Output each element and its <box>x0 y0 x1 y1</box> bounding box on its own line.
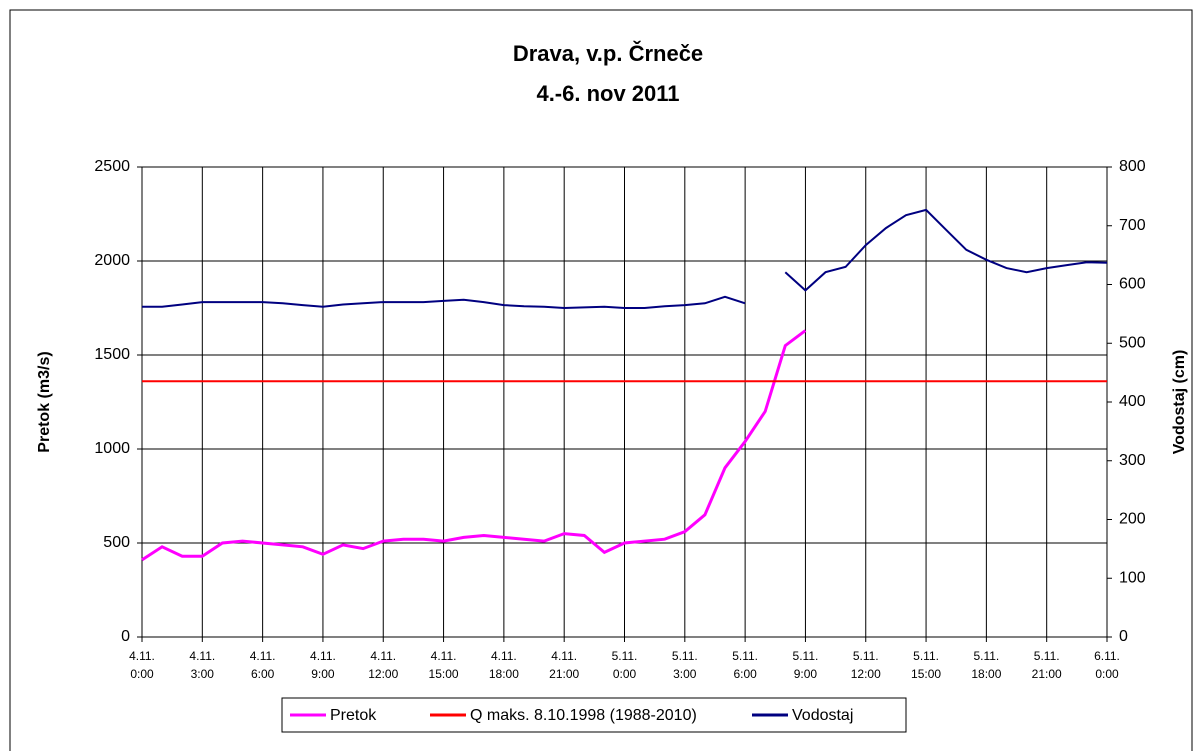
x-tick-label-line: 5.11. <box>612 649 638 663</box>
x-tick-label-line: 4.11. <box>129 649 155 663</box>
y2-tick-label: 0 <box>1119 628 1128 645</box>
y-tick-label: 1000 <box>94 440 130 457</box>
x-tick-label-line: 3:00 <box>191 667 215 681</box>
y2-tick-label: 700 <box>1119 217 1146 234</box>
x-tick-label-line: 6.11. <box>1094 649 1120 663</box>
x-tick-label-line: 5.11. <box>973 649 999 663</box>
x-tick-label-line: 5.11. <box>793 649 819 663</box>
legend-box <box>281 697 907 733</box>
y2-tick-label: 300 <box>1119 452 1146 469</box>
x-tick-label-line: 0:00 <box>130 667 154 681</box>
x-tick-label-line: 4.11. <box>551 649 577 663</box>
x-tick-label-line: 6:00 <box>733 667 757 681</box>
x-tick-label: 5.11. 21:00 <box>1032 649 1062 681</box>
x-tick-label-line: 15:00 <box>429 667 459 681</box>
chart-frame <box>9 9 1193 756</box>
legend-label: Vodostaj <box>792 707 853 724</box>
x-tick-label: 4.11. 9:00 <box>310 649 336 681</box>
y2-tick-label: 800 <box>1119 158 1146 175</box>
x-tick-label: 5.11. 15:00 <box>911 649 941 681</box>
y-tick-label: 0 <box>121 628 130 645</box>
x-tick-label-line: 5.11. <box>672 649 698 663</box>
x-tick-label: 4.11. 15:00 <box>429 649 459 681</box>
x-tick-label-line: 15:00 <box>911 667 941 681</box>
x-tick-label: 5.11. 0:00 <box>612 649 638 681</box>
y-axis-label: Pretok (m3/s) <box>36 351 53 452</box>
x-tick-label: 4.11. 3:00 <box>189 649 215 681</box>
y-tick-label: 2500 <box>94 158 130 175</box>
x-tick-label: 5.11. 12:00 <box>851 649 881 681</box>
y2-tick-label: 500 <box>1119 334 1146 351</box>
x-tick-label-line: 9:00 <box>794 667 818 681</box>
y2-tick-label: 100 <box>1119 569 1146 586</box>
x-tick-label: 4.11. 21:00 <box>549 649 579 681</box>
y2-tick-label: 400 <box>1119 393 1146 410</box>
y-tick-label: 500 <box>103 534 130 551</box>
x-tick-label-line: 5.11. <box>1034 649 1060 663</box>
x-tick-label-line: 12:00 <box>851 667 881 681</box>
x-tick-label-line: 5.11. <box>732 649 758 663</box>
x-tick-label-line: 12:00 <box>368 667 398 681</box>
x-tick-label-line: 4.11. <box>370 649 396 663</box>
y-tick-label: 1500 <box>94 346 130 363</box>
x-tick-label-line: 0:00 <box>1095 667 1119 681</box>
x-tick-label-line: 4.11. <box>491 649 517 663</box>
x-tick-label-line: 4.11. <box>189 649 215 663</box>
x-tick-label: 4.11. 18:00 <box>489 649 519 681</box>
y2-axis-label: Vodostaj (cm) <box>1171 350 1188 455</box>
x-tick-label-line: 0:00 <box>613 667 637 681</box>
x-tick-label-line: 4.11. <box>250 649 276 663</box>
x-tick-label: 5.11. 3:00 <box>672 649 698 681</box>
x-tick-label-line: 21:00 <box>1032 667 1062 681</box>
x-tick-label: 4.11. 12:00 <box>368 649 398 681</box>
y-tick-label: 2000 <box>94 252 130 269</box>
chart-title: Drava, v.p. Črneče <box>513 41 703 66</box>
x-tick-label: 5.11. 18:00 <box>971 649 1001 681</box>
plot-area <box>141 166 1108 638</box>
x-tick-label: 4.11. 6:00 <box>250 649 276 681</box>
x-tick-label-line: 3:00 <box>673 667 697 681</box>
x-tick-label: 6.11. 0:00 <box>1094 649 1120 681</box>
y2-tick-label: 600 <box>1119 276 1146 293</box>
x-tick-label-line: 6:00 <box>251 667 275 681</box>
legend-label: Pretok <box>330 707 377 724</box>
x-tick-label: 5.11. 6:00 <box>732 649 758 681</box>
x-tick-label-line: 4.11. <box>310 649 336 663</box>
x-tick-label-line: 18:00 <box>489 667 519 681</box>
x-tick-label-line: 4.11. <box>431 649 457 663</box>
data-line <box>142 208 1108 310</box>
x-tick-label-line: 9:00 <box>311 667 335 681</box>
x-tick-label-line: 18:00 <box>971 667 1001 681</box>
legend-label: Q maks. 8.10.1998 (1988-2010) <box>470 707 697 724</box>
y2-tick-label: 200 <box>1119 511 1146 528</box>
x-tick-label-line: 5.11. <box>913 649 939 663</box>
x-tick-label-line: 21:00 <box>549 667 579 681</box>
data-line <box>141 329 807 562</box>
x-tick-label: 5.11. 9:00 <box>793 649 819 681</box>
x-tick-label-line: 5.11. <box>853 649 879 663</box>
chart-subtitle: 4.-6. nov 2011 <box>536 81 679 106</box>
x-tick-label: 4.11. 0:00 <box>129 649 155 681</box>
